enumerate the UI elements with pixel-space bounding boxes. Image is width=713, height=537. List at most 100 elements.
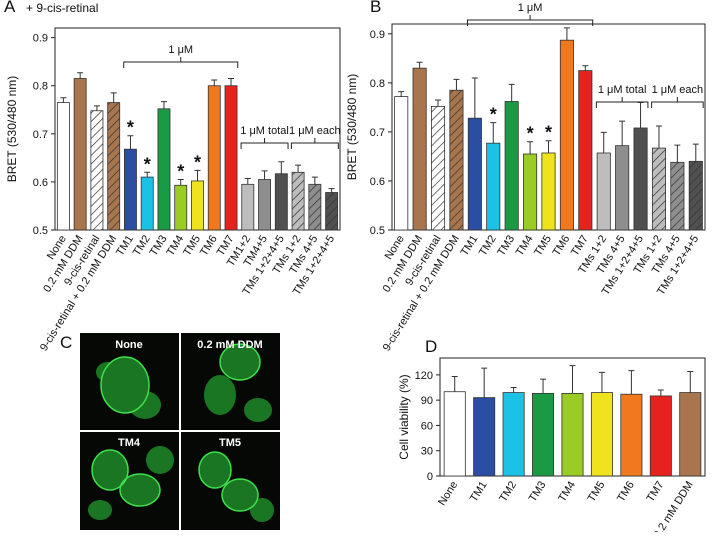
bracket	[595, 97, 649, 108]
error-bar	[657, 389, 664, 396]
micrographs: C None 0.2 mM DDM TM4 TM5	[60, 333, 280, 530]
panel-letter: D	[425, 337, 437, 356]
error-bar	[598, 371, 605, 393]
bracket	[290, 138, 339, 149]
significance-marker: *	[144, 154, 151, 174]
bar	[615, 145, 630, 231]
x-tick-label: None	[436, 479, 460, 508]
error-bar	[110, 92, 117, 103]
x-tick-label: TM6	[198, 233, 220, 258]
error-bar	[692, 143, 699, 162]
panel-letter: C	[60, 333, 72, 352]
bar	[532, 392, 555, 477]
error-bar	[687, 370, 694, 393]
bar	[688, 160, 703, 231]
y-tick-label: 30	[421, 446, 433, 458]
bar	[431, 106, 446, 231]
error-bar	[508, 83, 515, 102]
bar	[633, 127, 648, 231]
bracket-label: 1 μM total	[598, 84, 647, 96]
error-bar	[328, 188, 335, 193]
error-bar	[674, 144, 681, 163]
significance-marker: *	[194, 152, 201, 172]
bar	[274, 173, 288, 231]
x-tick-label: TM3	[527, 479, 549, 504]
cell-edges	[91, 343, 261, 512]
bracket-label: 1 μM	[168, 44, 193, 56]
error-bar	[600, 131, 607, 153]
y-tick-label: 0.5	[370, 225, 385, 237]
bar	[157, 108, 171, 231]
bar	[467, 117, 482, 231]
y-tick-label: 0.9	[33, 33, 48, 45]
x-tick-label: TM7	[645, 479, 667, 504]
error-bar	[655, 125, 662, 149]
error-bar	[540, 378, 547, 394]
significance-marker: *	[127, 118, 134, 138]
bar	[578, 70, 593, 231]
bar	[649, 395, 672, 477]
bar	[90, 110, 104, 231]
error-bar	[194, 169, 201, 181]
y-tick-label: 0	[427, 471, 433, 483]
bar	[174, 184, 188, 231]
bar	[559, 39, 574, 231]
bar	[679, 392, 702, 477]
bar	[73, 78, 87, 231]
bracket-label: 1 μM each	[289, 125, 341, 137]
x-tick-label: TM1	[459, 233, 481, 258]
bar	[502, 392, 525, 477]
error-bar	[628, 370, 635, 395]
significance-marker: *	[545, 123, 552, 143]
error-bar	[211, 79, 218, 86]
error-bar	[295, 164, 302, 173]
error-bar	[451, 376, 458, 392]
y-tick-label: 0.6	[370, 176, 385, 188]
x-tick-label: TM4	[514, 233, 536, 258]
x-tick-label: TM4	[556, 479, 578, 504]
error-bar	[416, 61, 423, 69]
bracket-label: 1 μM	[518, 2, 543, 14]
bar	[620, 393, 643, 477]
error-bar	[637, 101, 644, 128]
bar	[107, 102, 121, 231]
axis	[439, 357, 706, 477]
bar	[590, 392, 613, 477]
error-bar	[563, 27, 570, 41]
bar	[504, 101, 519, 231]
bar	[523, 153, 538, 231]
bar	[124, 148, 137, 231]
error-bar	[311, 176, 318, 185]
error-bar	[490, 122, 497, 144]
error-bar	[582, 65, 589, 71]
error-bar	[160, 101, 167, 109]
bar	[394, 96, 409, 231]
x-tick-label: TM2	[477, 233, 499, 258]
bar	[486, 142, 501, 231]
error-bar	[619, 120, 626, 146]
y-tick-label: 120	[415, 370, 433, 382]
x-tick-label: TM4	[164, 233, 186, 258]
bar	[258, 179, 271, 231]
cells	[88, 344, 274, 522]
error-bar	[545, 140, 552, 153]
bar	[325, 192, 339, 231]
bar	[443, 391, 466, 477]
bracket	[240, 138, 289, 149]
panel-letter: B	[370, 0, 381, 16]
error-bar	[244, 178, 251, 185]
x-tick-label: TM5	[532, 233, 554, 258]
x-tick-label: TM6	[551, 233, 573, 258]
bar	[412, 67, 427, 231]
bar	[140, 176, 154, 231]
image-label: TM5	[219, 437, 241, 449]
bar	[651, 147, 666, 231]
error-bar	[510, 387, 517, 393]
x-tick-label: TM1	[468, 479, 490, 504]
y-axis-label: Cell viability (%)	[397, 374, 411, 459]
error-bar	[527, 141, 534, 154]
error-bar	[228, 78, 235, 86]
error-bar	[471, 77, 478, 119]
error-bar	[127, 135, 134, 150]
